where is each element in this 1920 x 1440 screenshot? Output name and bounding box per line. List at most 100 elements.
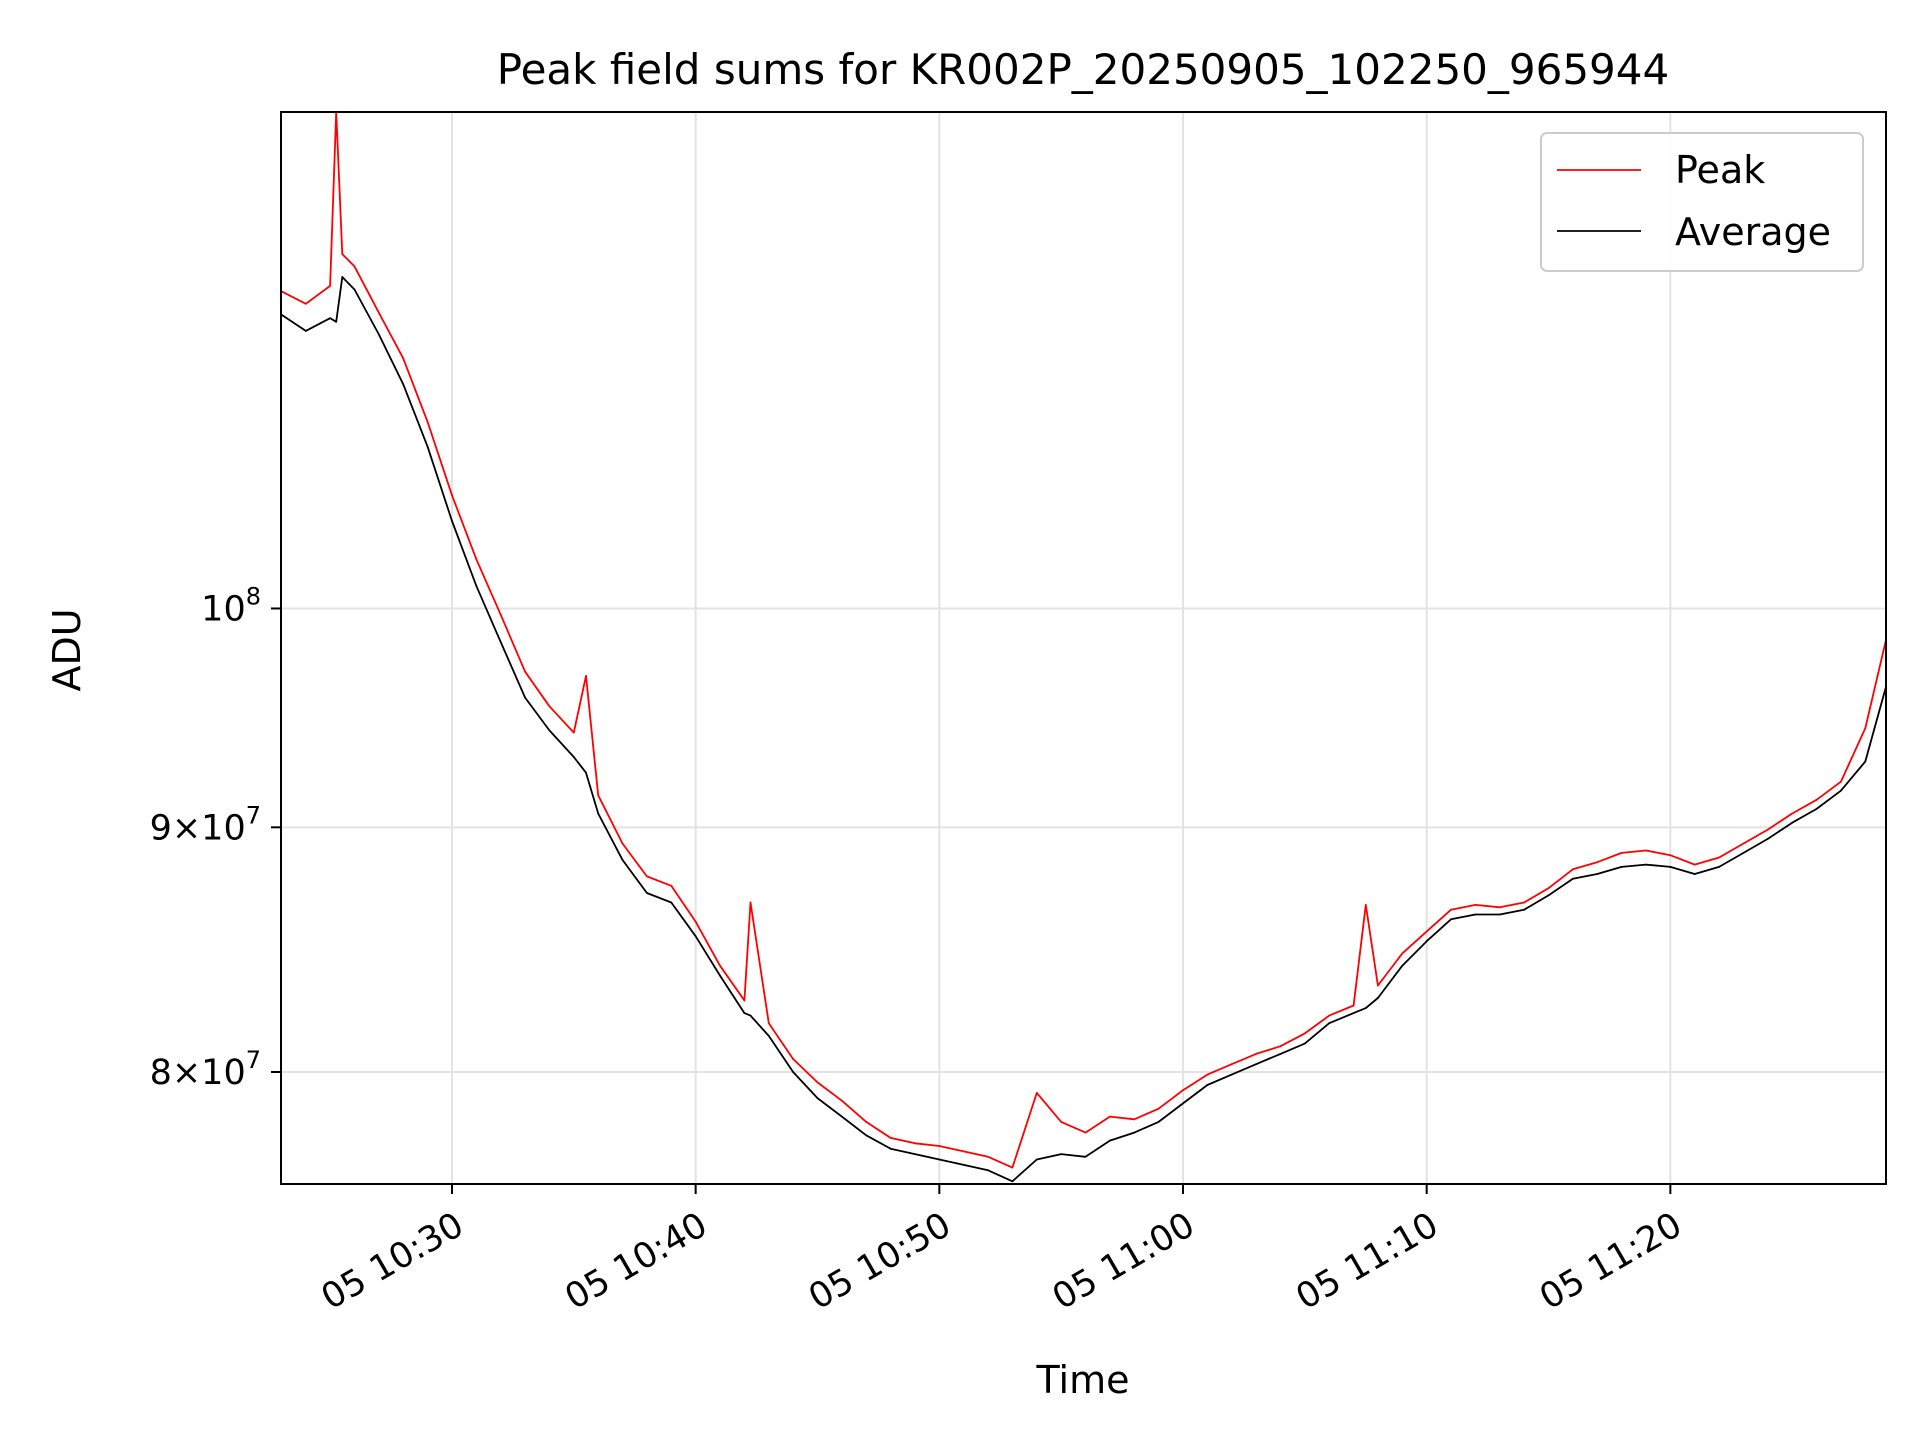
- series-peak-point: [914, 1142, 916, 1145]
- series-peak-point: [475, 558, 478, 561]
- series-average-point: [1572, 877, 1574, 880]
- series-average-point: [499, 641, 502, 643]
- series-average-point: [1364, 1007, 1367, 1009]
- series-average-point: [1109, 1139, 1111, 1142]
- y-axis-label: ADU: [45, 608, 89, 691]
- series-peak-point: [1133, 1118, 1136, 1121]
- y-tick-times: ×: [172, 1053, 201, 1093]
- series-peak-point: [1425, 930, 1428, 933]
- legend-label-peak: Peak: [1675, 148, 1765, 192]
- y-tick-mantissa: 9: [150, 808, 172, 848]
- series-average-point: [1255, 1063, 1257, 1066]
- plot-area-frame: [280, 111, 1887, 1185]
- series-peak-point: [1693, 863, 1696, 866]
- series-peak-point: [816, 1081, 819, 1084]
- series-peak-point: [841, 1099, 843, 1102]
- series-peak-point: [749, 901, 752, 904]
- series-peak-point: [1352, 1004, 1355, 1007]
- series-average-point: [1206, 1084, 1209, 1086]
- y-tick-label: 9×107: [150, 801, 261, 848]
- series-peak-point: [1523, 901, 1525, 904]
- series-peak-line: [280, 111, 1887, 1169]
- series-peak-point: [1279, 1045, 1282, 1048]
- series-average-point: [585, 771, 587, 774]
- series-peak-point: [1060, 1121, 1063, 1123]
- series-peak-point: [1498, 906, 1501, 909]
- series-peak-point: [499, 613, 502, 616]
- series-average-point: [987, 1169, 989, 1172]
- series-average-point: [1011, 1180, 1014, 1183]
- series-peak-point: [1011, 1166, 1014, 1169]
- series-peak-point: [1377, 984, 1379, 987]
- y-tick-exponent: 8: [246, 582, 261, 610]
- series-peak-point: [1035, 1092, 1038, 1094]
- series-peak-point: [341, 253, 344, 256]
- series-peak-point: [1303, 1032, 1306, 1035]
- series-peak-point: [889, 1137, 892, 1139]
- y-tick-base: 10: [201, 589, 246, 629]
- series-peak-point: [1596, 861, 1599, 864]
- series-peak-point: [1328, 1014, 1331, 1017]
- series-average-point: [304, 330, 307, 332]
- x-tick-label: 05 11:10: [1290, 1205, 1446, 1318]
- series-average-point: [962, 1164, 965, 1166]
- series-average-point: [1766, 838, 1769, 840]
- series-average-point: [1279, 1053, 1282, 1055]
- series-average-point: [524, 696, 526, 699]
- series-peak-point: [1182, 1089, 1184, 1092]
- series-average-point: [1401, 964, 1404, 967]
- series-peak-point: [1815, 798, 1818, 801]
- series-peak-point: [719, 964, 721, 967]
- x-tick-label: 05 11:00: [1046, 1205, 1202, 1318]
- series-peak: [280, 111, 1887, 1169]
- series-peak-point: [524, 670, 526, 673]
- legend-box: [1540, 132, 1864, 272]
- series-peak-point: [1718, 856, 1720, 859]
- series-average-point: [914, 1153, 916, 1155]
- series-peak-point: [1109, 1115, 1111, 1118]
- series-peak-point: [1742, 842, 1745, 845]
- series-peak-point: [1669, 854, 1672, 857]
- series-peak-point: [767, 1022, 770, 1025]
- series-peak-point: [670, 884, 673, 887]
- series-peak-point: [304, 302, 307, 305]
- y-tick-base: 10: [201, 808, 246, 848]
- x-tick-label: 05 10:30: [315, 1205, 471, 1318]
- series-peak-point: [353, 265, 356, 268]
- series-average-point: [378, 333, 380, 336]
- series-peak-point: [548, 705, 551, 708]
- grid-lines: [281, 112, 1886, 1184]
- series-average-point: [402, 383, 405, 386]
- series-peak-point: [1364, 904, 1367, 906]
- series-average-point: [426, 445, 429, 448]
- series-average-point: [1182, 1102, 1184, 1105]
- series-peak-point: [1157, 1107, 1160, 1110]
- series-peak-point: [597, 794, 600, 797]
- series-average-point: [1620, 866, 1623, 868]
- series-peak-point: [1791, 812, 1794, 815]
- series-average-point: [816, 1097, 819, 1099]
- series-average-point: [341, 276, 344, 278]
- x-axis: 05 10:30 05 10:40 05 10:50 05 11:00 05 11:10…: [315, 1184, 1689, 1318]
- series-peak-point: [402, 357, 405, 360]
- series-peak-point: [426, 421, 429, 423]
- series-average-point: [1230, 1073, 1233, 1076]
- x-tick-label: 05 10:40: [559, 1205, 715, 1318]
- series-peak-point: [1230, 1063, 1233, 1066]
- series-average-point: [1645, 863, 1647, 866]
- series-peak-point: [1474, 904, 1477, 906]
- series-average-point: [475, 584, 478, 587]
- series-average-point: [1352, 1012, 1355, 1014]
- series-peak-point: [451, 494, 453, 497]
- y-tick-exponent: 7: [246, 1046, 261, 1074]
- y-tick-label: 8×107: [150, 1046, 261, 1093]
- y-tick-mantissa: 8: [150, 1053, 172, 1093]
- series-peak-point: [378, 311, 380, 314]
- series-peak-point: [1450, 908, 1452, 911]
- series-average-point: [1669, 866, 1672, 868]
- series-average-line: [280, 276, 1887, 1183]
- y-tick-exponent: 7: [246, 801, 261, 829]
- chart-title: Peak field sums for KR002P_20250905_1022…: [497, 45, 1669, 94]
- series-average-point: [1474, 913, 1477, 916]
- series-average-point: [1523, 908, 1525, 911]
